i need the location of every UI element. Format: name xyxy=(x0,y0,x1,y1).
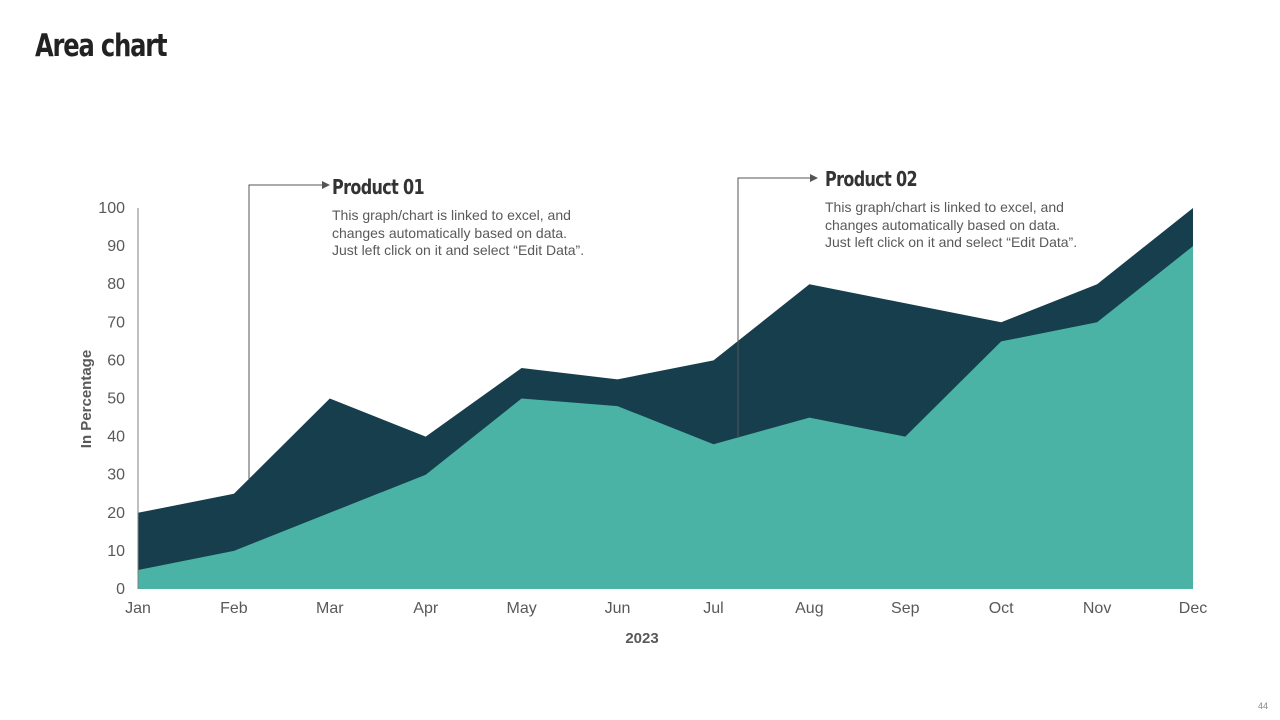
x-tick-label: Sep xyxy=(891,600,920,617)
y-tick-label: 90 xyxy=(107,238,125,255)
y-tick-label: 20 xyxy=(107,505,125,522)
slide-title: Area chart xyxy=(35,28,168,64)
y-tick-label: 30 xyxy=(107,467,125,484)
y-tick-label: 0 xyxy=(116,581,125,598)
x-tick-label: Feb xyxy=(220,600,248,617)
callout-connector-2 xyxy=(737,177,810,438)
y-axis-title: In Percentage xyxy=(78,350,95,448)
callout-body: This graph/chart is linked to excel, and… xyxy=(332,207,585,258)
callout-product-01: Product 01 This graph/chart is linked to… xyxy=(332,175,584,260)
x-tick-label: Jun xyxy=(605,600,631,617)
y-tick-labels: 0 10 20 30 40 50 60 70 80 90 100 xyxy=(98,200,125,598)
callout-arrowhead-2 xyxy=(810,174,818,182)
callout-product-02: Product 02 This graph/chart is linked to… xyxy=(825,167,1077,252)
page-number: 44 xyxy=(1257,701,1268,711)
callout-title: Product 01 xyxy=(332,175,425,199)
y-tick-label: 100 xyxy=(98,200,125,217)
area-series-2 xyxy=(138,246,1193,589)
x-tick-label: Jan xyxy=(125,600,151,617)
y-tick-label: 10 xyxy=(107,543,125,560)
y-tick-label: 60 xyxy=(107,352,125,369)
x-tick-label: Oct xyxy=(989,600,1014,617)
x-tick-label: Mar xyxy=(316,600,344,617)
x-tick-label: Nov xyxy=(1083,600,1111,617)
x-tick-label: May xyxy=(507,600,537,617)
y-tick-label: 40 xyxy=(107,429,125,446)
x-axis-title: 2023 xyxy=(625,630,658,647)
x-tick-label: Apr xyxy=(413,600,439,617)
callout-connector-1 xyxy=(248,184,322,480)
y-tick-label: 80 xyxy=(107,276,125,293)
callout-title: Product 02 xyxy=(825,167,918,191)
x-tick-label: Dec xyxy=(1179,600,1207,617)
y-tick-label: 70 xyxy=(107,314,125,331)
x-tick-labels: Jan Feb Mar Apr May Jun Jul Aug Sep Oct Nov Dec xyxy=(125,600,1207,617)
y-tick-label: 50 xyxy=(107,391,125,408)
x-tick-label: Aug xyxy=(795,600,823,617)
callout-body: This graph/chart is linked to excel, and… xyxy=(825,199,1078,250)
chart-areas xyxy=(138,208,1193,589)
callout-connectors xyxy=(248,174,818,480)
callout-arrowhead-1 xyxy=(322,181,330,189)
x-tick-label: Jul xyxy=(703,600,723,617)
